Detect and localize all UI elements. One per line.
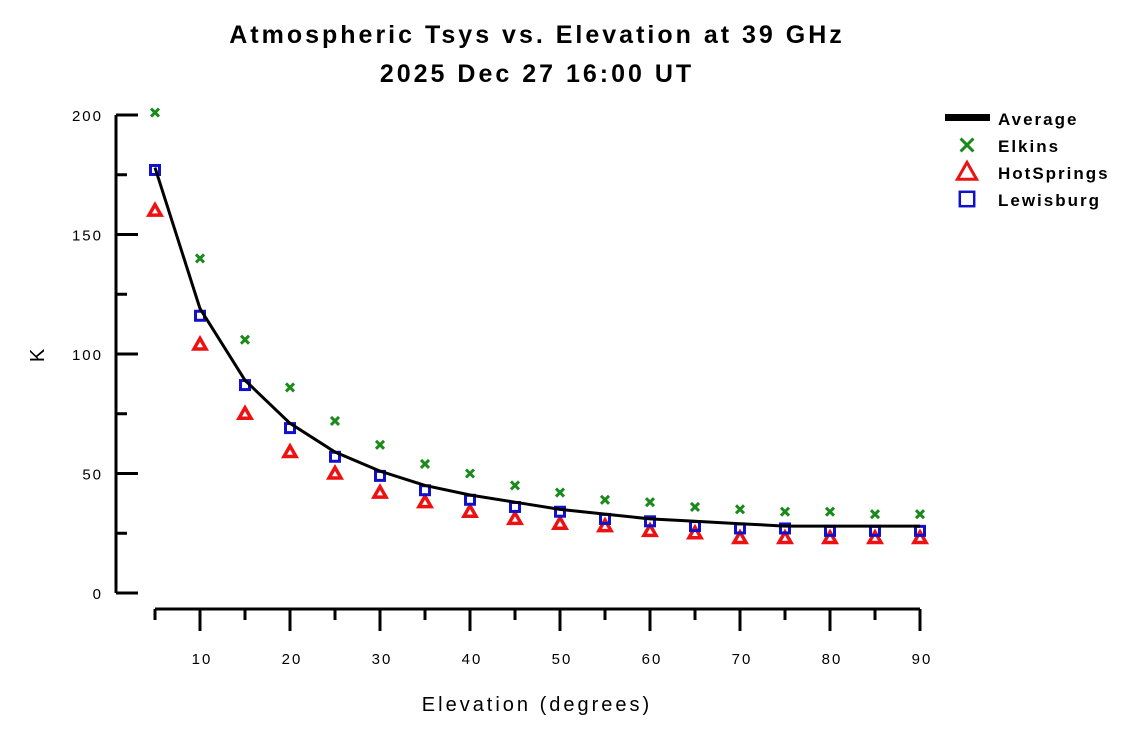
x-stroke — [329, 415, 341, 426]
x-tick-label: 80 — [822, 651, 843, 668]
legend-label: Lewisburg — [998, 191, 1101, 210]
x-stroke — [374, 439, 386, 450]
x-tick-label: 30 — [372, 651, 393, 668]
elkins-point — [194, 253, 206, 264]
x-stroke — [464, 468, 476, 479]
legend-x-marker — [959, 137, 975, 153]
x-tick-label: 70 — [732, 651, 753, 668]
x-stroke — [914, 509, 926, 520]
y-tick-label: 100 — [72, 347, 103, 364]
legend-item-hotsprings: HotSprings — [954, 159, 1110, 183]
x-stroke — [554, 487, 566, 498]
elkins-point — [284, 382, 296, 393]
elkins-point — [734, 504, 746, 515]
hotsprings-point — [640, 521, 660, 538]
x-stroke — [194, 253, 206, 264]
elkins-point — [869, 509, 881, 520]
x-tick-label: 50 — [552, 651, 573, 668]
elkins-point — [554, 487, 566, 498]
elkins-point — [464, 468, 476, 479]
legend-label: Average — [998, 110, 1078, 129]
x-stroke — [734, 504, 746, 515]
hotsprings-point — [460, 502, 480, 518]
x-stroke — [284, 382, 296, 393]
legend-triangle-marker — [954, 159, 980, 181]
x-stroke — [419, 458, 431, 470]
average-line — [153, 167, 920, 528]
legend-item-average: Average — [945, 110, 1078, 129]
x-axis-label: Elevation (degrees) — [422, 694, 652, 716]
x-tick-label: 20 — [282, 651, 303, 668]
hotsprings-point — [190, 334, 210, 351]
x-stroke — [779, 506, 791, 517]
hotsprings-point — [730, 528, 750, 545]
lewisburg-point — [779, 522, 791, 535]
hotsprings-point — [910, 528, 930, 545]
y-axis-label: K — [27, 346, 49, 362]
lewisburg-point — [149, 163, 161, 176]
elkins-point — [149, 107, 161, 118]
chart-title: Atmospheric Tsys vs. Elevation at 39 GHz — [229, 21, 845, 49]
hotsprings-point — [370, 483, 390, 499]
elkins-point — [914, 509, 926, 520]
y-tick-label: 0 — [93, 586, 103, 603]
elkins-point — [419, 458, 431, 470]
x-stroke — [869, 509, 881, 520]
elkins-point — [329, 415, 341, 426]
x-stroke — [689, 501, 701, 513]
axes: 0 50 100 150 200 10 20 30 40 50 60 70 80 90 — [72, 108, 933, 668]
x-tick-label: 60 — [642, 651, 663, 668]
legend-item-lewisburg: Lewisburg — [958, 190, 1101, 210]
legend-label: Elkins — [998, 137, 1060, 156]
y-tick-label: 200 — [72, 108, 103, 125]
hotsprings-point — [865, 528, 885, 545]
x-stroke — [644, 497, 656, 508]
legend-line-swatch — [945, 114, 990, 121]
y-tick-label: 50 — [82, 467, 103, 484]
hotsprings-point — [325, 463, 345, 480]
hotsprings-point — [775, 528, 795, 545]
lewisburg-point — [644, 515, 656, 528]
x-tick-label: 40 — [462, 651, 483, 668]
elkins-point — [599, 494, 611, 505]
x-stroke — [149, 107, 161, 118]
elkins-point — [824, 506, 836, 517]
hotsprings-point — [595, 516, 615, 533]
elkins-point — [509, 480, 521, 491]
chart-subtitle: 2025 Dec 27 16:00 UT — [380, 60, 694, 88]
hotsprings-point — [820, 528, 840, 545]
x-stroke — [599, 494, 611, 505]
x-stroke — [959, 137, 975, 153]
data-marks — [145, 107, 930, 545]
lewisburg-point — [554, 505, 566, 518]
hotsprings-point — [685, 523, 705, 540]
legend: Average Elkins HotSprings Lewisburg — [945, 110, 1110, 210]
elkins-point — [239, 334, 251, 345]
hotsprings-point — [280, 442, 300, 459]
legend-square-marker — [958, 190, 976, 208]
x-stroke — [824, 506, 836, 517]
y-tick-label: 150 — [72, 228, 103, 245]
elkins-point — [644, 497, 656, 508]
hotsprings-point — [550, 514, 570, 530]
elkins-point — [689, 501, 701, 513]
x-tick-label: 90 — [912, 651, 933, 668]
hotsprings-point — [415, 492, 435, 509]
hotsprings-point — [505, 509, 525, 526]
hotsprings-point — [235, 404, 255, 420]
hotsprings-point — [145, 201, 165, 217]
x-stroke — [239, 334, 251, 345]
elkins-point — [779, 506, 791, 517]
legend-label: HotSprings — [998, 164, 1110, 183]
x-stroke — [509, 480, 521, 491]
legend-item-elkins: Elkins — [959, 137, 1060, 156]
x-tick-label: 10 — [192, 651, 213, 668]
elkins-point — [374, 439, 386, 450]
